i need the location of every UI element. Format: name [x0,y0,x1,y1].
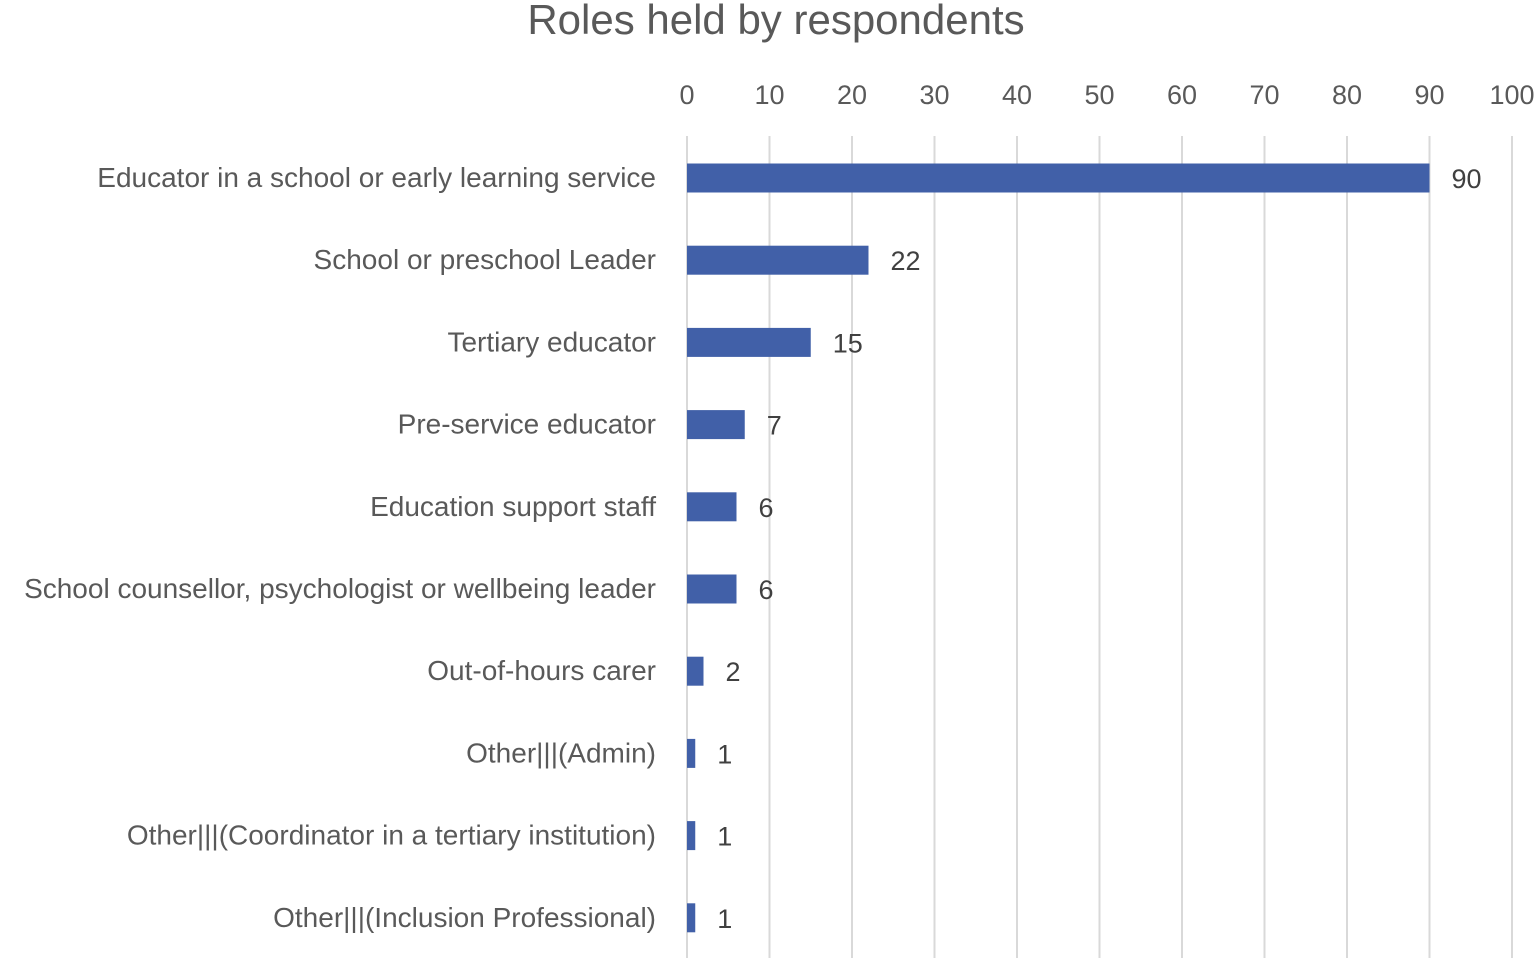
x-tick-label: 60 [1167,80,1197,110]
x-axis-ticks: 0 10 20 30 40 50 60 70 80 90 100 [679,80,1534,110]
data-label: 2 [726,657,741,687]
data-labels: 90 22 15 7 6 6 2 1 1 1 [717,164,1481,934]
category-label: Pre-service educator [398,409,656,440]
bar-3 [687,327,811,357]
bars [687,163,1430,933]
category-label: Educator in a school or early learning s… [97,162,656,193]
x-tick-label: 30 [919,80,949,110]
bar-5 [687,492,737,522]
bar-7 [687,656,704,686]
category-label: School counsellor, psychologist or wellb… [24,573,656,604]
data-label: 6 [759,493,774,523]
x-tick-label: 20 [837,80,867,110]
data-label: 1 [717,822,732,852]
x-tick-label: 40 [1002,80,1032,110]
chart-title: Roles held by respondents [527,0,1024,43]
category-label: Other|||(Inclusion Professional) [273,902,656,933]
data-label: 22 [891,246,921,276]
bar-9 [687,821,696,851]
category-label: Education support staff [370,491,656,522]
data-label: 7 [767,411,782,441]
category-label: Other|||(Coordinator in a tertiary insti… [127,820,656,851]
x-tick-label: 90 [1414,80,1444,110]
x-tick-label: 0 [679,80,694,110]
data-label: 90 [1452,164,1482,194]
bar-8 [687,738,696,768]
data-label: 15 [833,328,863,358]
x-tick-label: 10 [754,80,784,110]
bar-1 [687,163,1430,193]
category-label: Tertiary educator [447,326,656,357]
category-labels: Educator in a school or early learning s… [24,162,656,933]
category-label: Out-of-hours carer [427,655,656,686]
x-tick-label: 80 [1332,80,1362,110]
data-label: 1 [717,904,732,934]
bar-4 [687,410,745,440]
x-tick-label: 100 [1489,80,1534,110]
bar-10 [687,903,696,933]
x-tick-label: 50 [1084,80,1114,110]
category-label: Other|||(Admin) [466,737,656,768]
category-label: School or preschool Leader [314,244,656,275]
data-label: 6 [759,575,774,605]
x-tick-label: 70 [1249,80,1279,110]
data-label: 1 [717,739,732,769]
bar-2 [687,245,869,275]
bar-6 [687,574,737,604]
